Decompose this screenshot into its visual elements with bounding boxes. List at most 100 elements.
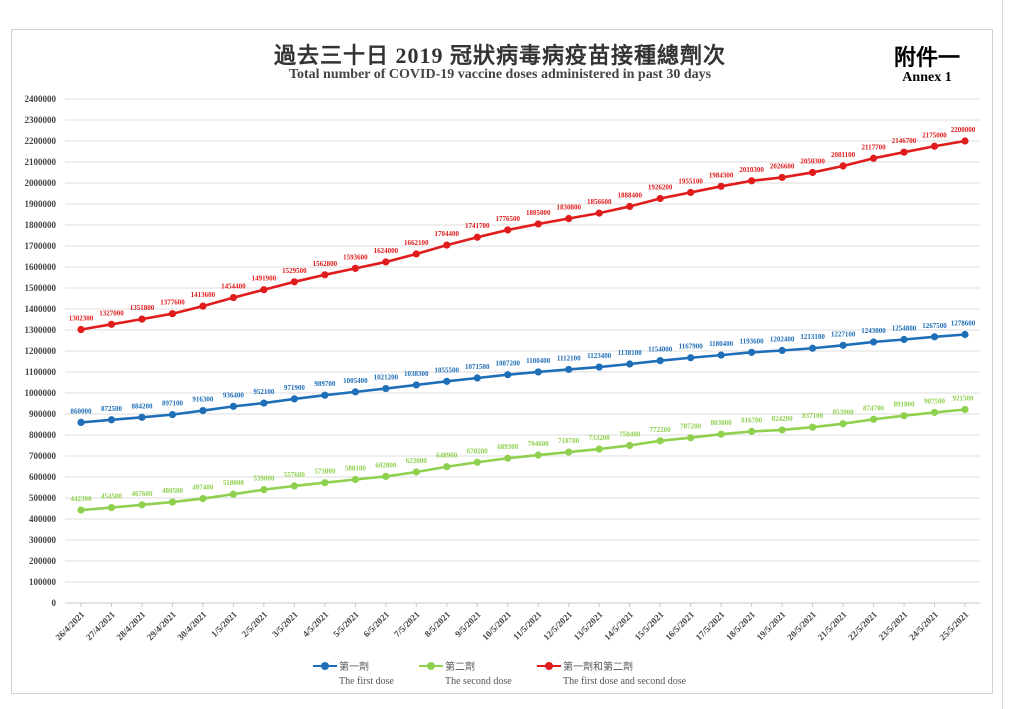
legend-second-dose: 第二劑 The second dose xyxy=(419,658,512,690)
y-tick-label: 300000 xyxy=(29,535,57,545)
data-point xyxy=(382,384,390,393)
data-label: 1213100 xyxy=(800,333,825,341)
x-tick-label: 11/5/2021 xyxy=(511,609,544,642)
data-label: 907500 xyxy=(924,397,946,405)
data-label: 989700 xyxy=(314,380,336,388)
series-line xyxy=(80,139,966,331)
data-point xyxy=(77,325,85,334)
data-label: 557600 xyxy=(284,471,306,479)
data-point xyxy=(717,430,725,438)
data-label: 1529500 xyxy=(282,267,307,275)
data-point xyxy=(229,402,238,410)
x-tick-label: 6/5/2021 xyxy=(362,609,392,639)
legend-first-dose: 第一劑 The first dose xyxy=(313,658,394,690)
x-tick-label: 8/5/2021 xyxy=(422,609,452,639)
gridlines xyxy=(65,98,980,604)
data-label: 1662100 xyxy=(404,239,429,247)
data-label: 1984300 xyxy=(709,171,734,179)
data-label: 787200 xyxy=(680,423,702,431)
data-label: 921500 xyxy=(953,394,975,402)
data-label: 772200 xyxy=(650,426,672,434)
data-label: 1624000 xyxy=(374,247,399,255)
legend-swatch-second-dose xyxy=(419,661,443,671)
data-label: 2026600 xyxy=(770,162,795,170)
legend-label-total-dose: 第一劑和第二劑 xyxy=(563,662,633,673)
data-point xyxy=(504,454,512,462)
data-point xyxy=(656,357,664,365)
data-label: 1741700 xyxy=(465,222,490,230)
data-point xyxy=(595,445,603,453)
x-tick-label: 10/5/2021 xyxy=(480,609,513,642)
data-point xyxy=(443,377,451,385)
data-label: 480500 xyxy=(162,487,184,495)
chart-frame xyxy=(11,29,993,694)
data-label: 704600 xyxy=(528,440,550,448)
data-label: 750400 xyxy=(619,430,641,438)
x-tick-label: 3/5/2021 xyxy=(270,609,300,639)
data-point xyxy=(260,286,268,294)
legend-label-second-dose: 第二劑 xyxy=(445,662,475,673)
data-label: 1202400 xyxy=(770,335,795,343)
data-point xyxy=(412,250,420,258)
annex-label-zh: 附件一 xyxy=(893,45,960,70)
data-label: 1055500 xyxy=(435,366,460,374)
y-tick-label: 0 xyxy=(52,598,57,608)
data-point xyxy=(626,202,634,211)
data-point xyxy=(534,220,542,228)
y-tick-label: 1500000 xyxy=(25,283,57,293)
data-label: 860000 xyxy=(71,407,93,415)
y-tick-label: 1000000 xyxy=(25,388,57,398)
data-point xyxy=(168,498,177,506)
data-label: 648900 xyxy=(436,452,458,460)
data-label: 803800 xyxy=(711,419,733,427)
page-edge-rule xyxy=(1002,0,1003,709)
data-label: 1087200 xyxy=(496,360,521,368)
data-point xyxy=(961,137,969,145)
x-tick-label: 26/4/2021 xyxy=(54,609,87,642)
data-point xyxy=(77,506,85,514)
data-point xyxy=(930,408,939,417)
y-tick-label: 2100000 xyxy=(25,157,57,167)
y-tick-label: 900000 xyxy=(29,409,57,419)
data-point xyxy=(930,142,939,150)
x-tick-label: 21/5/2021 xyxy=(816,609,849,642)
data-label: 1254800 xyxy=(892,324,917,332)
data-point xyxy=(260,486,268,494)
data-point xyxy=(412,381,420,389)
data-label: 1278600 xyxy=(951,319,976,327)
data-point xyxy=(107,320,116,328)
series-2: 1302300 1327000 1351800 1377600 1413600 14544… xyxy=(69,126,976,334)
data-label: 1302300 xyxy=(69,315,94,323)
data-point xyxy=(443,241,451,249)
x-tick-label: 17/5/2021 xyxy=(694,609,727,642)
x-tick-label: 29/4/2021 xyxy=(145,609,178,642)
data-label: 1100400 xyxy=(526,357,551,365)
y-tick-label: 200000 xyxy=(29,556,57,566)
data-point xyxy=(138,315,146,323)
data-point xyxy=(748,348,756,356)
data-label: 454500 xyxy=(101,493,123,501)
data-point xyxy=(534,451,542,459)
data-point xyxy=(77,418,85,426)
data-label: 588100 xyxy=(345,464,367,472)
x-tick-label: 13/5/2021 xyxy=(572,609,605,642)
annex-label-en: Annex 1 xyxy=(902,70,952,85)
data-point xyxy=(321,479,329,487)
data-label: 1123400 xyxy=(587,352,612,360)
data-point xyxy=(473,233,481,241)
data-label: 1776500 xyxy=(496,215,521,223)
data-label: 874700 xyxy=(863,404,885,412)
data-point xyxy=(839,162,847,170)
data-point xyxy=(199,406,207,415)
x-tick-label: 1/5/2021 xyxy=(209,609,239,639)
data-point xyxy=(382,258,390,266)
y-tick-label: 1600000 xyxy=(25,262,57,272)
data-point xyxy=(382,472,390,481)
data-label: 1830800 xyxy=(556,204,581,212)
y-tick-label: 800000 xyxy=(29,430,57,440)
x-axis: 26/4/202127/4/202128/4/202129/4/202130/4… xyxy=(54,603,971,642)
y-tick-label: 2300000 xyxy=(25,115,57,125)
data-point xyxy=(534,368,542,376)
data-label: 623800 xyxy=(406,457,428,465)
